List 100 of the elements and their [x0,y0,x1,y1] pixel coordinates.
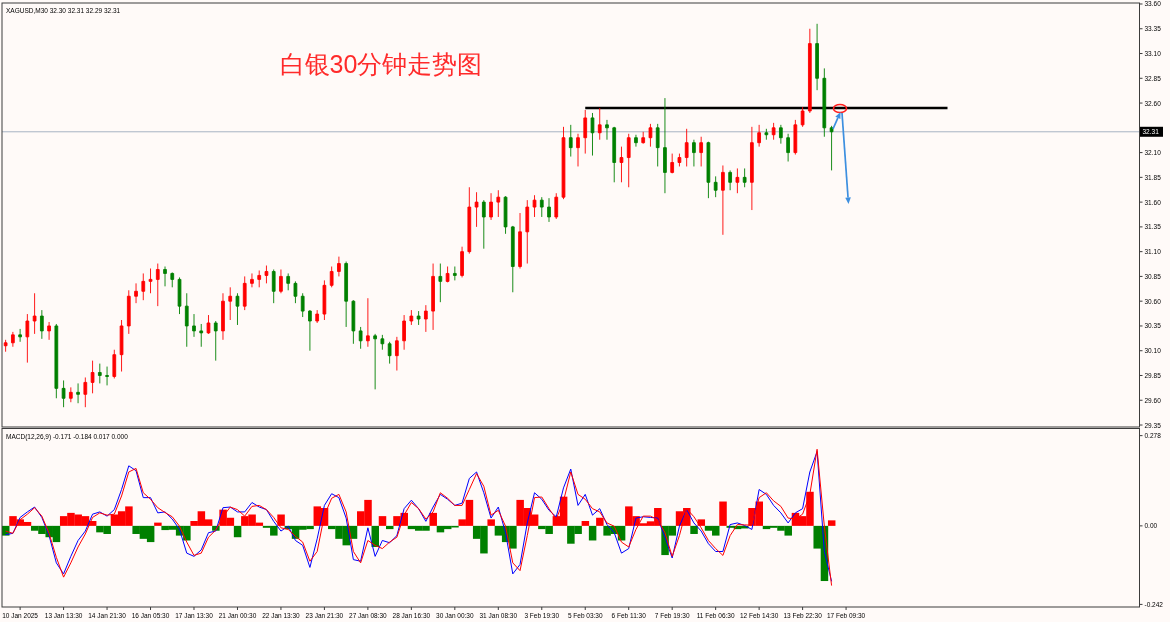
candlestick [474,191,479,228]
candlestick [83,377,88,408]
candlestick [221,292,225,341]
candlestick [590,112,595,157]
candlestick [264,265,269,284]
candlestick [308,309,312,352]
candlestick [793,119,798,156]
candlestick [373,333,377,390]
candlestick [597,107,602,141]
candlestick [351,299,356,345]
candlestick [547,197,551,223]
candlestick [721,165,725,236]
candlestick [315,309,320,324]
candlestick [424,304,428,333]
candlestick [126,289,131,335]
candlestick [619,146,624,183]
candlestick [344,261,348,328]
candlestick [228,286,233,321]
candlestick [409,309,414,326]
candlestick [416,310,421,326]
candlestick [561,126,566,200]
candlestick [199,323,204,348]
candlestick [47,321,51,341]
candlestick [32,292,37,335]
candlestick [815,23,819,91]
candlestick [141,273,146,301]
bar [233,525,242,538]
candlestick [496,189,501,218]
candlestick [213,320,218,362]
candlestick [366,297,370,348]
candlestick [192,313,196,338]
candlestick [177,276,182,315]
bar [690,525,698,534]
bar [487,519,495,526]
bar [277,514,285,526]
candlestick [634,134,638,148]
candlestick [184,292,189,348]
candlestick [134,282,138,304]
candlestick [18,328,22,343]
candlestick [670,153,675,174]
candlestick [3,339,8,353]
candlestick [554,192,559,220]
candlestick [800,106,805,128]
candlestick [648,123,653,148]
candlestick [11,331,15,348]
candlestick [539,196,544,218]
candlestick [119,319,124,372]
candlestick [68,386,73,403]
candlestick [641,131,646,145]
candlestick [395,336,399,371]
candlestick [90,360,95,394]
candlestick [25,313,30,364]
candlestick [329,266,334,288]
candlestick [735,167,740,194]
candlestick [387,341,392,365]
candlestick [322,279,327,321]
candlestick [337,256,341,277]
candlestick [583,109,588,155]
candlestick [155,263,160,307]
candlestick [742,167,747,188]
candlestick [692,139,696,167]
candlestick [286,273,291,291]
candlestick [257,270,262,288]
candlestick [706,141,711,199]
candlestick [829,125,834,171]
candlestick [300,292,305,318]
candlestick [467,186,472,255]
candlestick [97,363,102,384]
candlestick [626,133,631,188]
candlestick [402,314,406,351]
candlestick [452,266,457,281]
candlestick [358,326,363,350]
candlestick [380,334,385,351]
candlestick [112,349,117,379]
candlestick [807,28,812,114]
candlestick [677,153,682,167]
candlestick [699,136,704,167]
candlestick [576,133,580,167]
candlestick [54,323,59,399]
bar [596,517,604,526]
text: 白银30分钟走势图 [279,50,483,78]
candlestick [605,119,609,141]
candlestick [170,272,175,288]
candlestick [235,292,240,326]
candlestick [525,199,530,264]
bar [827,520,836,526]
bar [719,501,727,526]
candlestick [663,97,667,194]
candlestick [503,195,508,235]
bar [378,516,387,526]
candlestick [76,382,80,404]
candlestick [206,314,211,335]
candlestick [163,266,167,287]
candlestick [293,280,298,304]
candlestick [40,309,44,340]
candlestick [786,133,790,162]
bar [581,521,590,526]
candlestick [750,126,754,211]
candlestick [460,246,464,278]
candlestick [250,273,254,288]
